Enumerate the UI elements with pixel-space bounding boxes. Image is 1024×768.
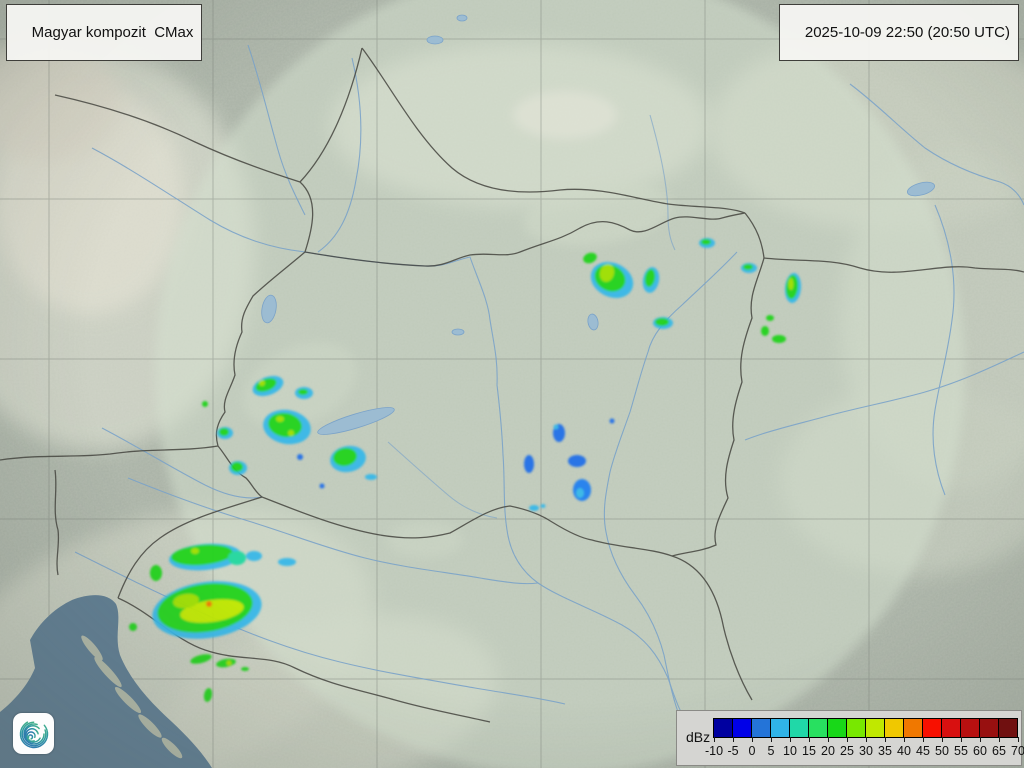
legend-tick-mark [999,737,1000,742]
legend-color-cell [790,719,809,737]
legend-tick-label: 70 [1011,744,1024,758]
legend-color-cell [771,719,790,737]
legend-tick-label: 65 [992,744,1006,758]
legend-color-cell [904,719,923,737]
legend-color-cell [923,719,942,737]
reflectivity-legend: dBz -10 -5 0 5 10 15 20 25 30 35 40 45 50 55 60 65 70 [676,710,1024,766]
legend-tick-label: 0 [748,744,756,758]
legend-tick-mark [961,737,962,742]
legend-tick-mark [904,737,905,742]
legend-color-cell [980,719,999,737]
product-title-box: Magyar kompozit CMax [6,4,203,61]
legend-tick-mark [885,737,886,742]
weather-service-logo [13,713,54,754]
legend-tick-label: 45 [916,744,930,758]
legend-color-cell [714,719,733,737]
legend-color-cell [828,719,847,737]
legend-tick-label: 30 [859,744,873,758]
legend-color-cell [752,719,771,737]
legend-tick-label: 60 [973,744,987,758]
legend-tick-label: 15 [802,744,816,758]
legend-color-cell [847,719,866,737]
legend-colorbar [713,718,1018,738]
legend-tick-mark [752,737,753,742]
legend-color-cell [999,719,1017,737]
legend-tick-label: 5 [767,744,775,758]
legend-ticks: -10 -5 0 5 10 15 20 25 30 35 40 45 50 55 60 65 70 [705,737,1024,761]
legend-tick-label: 20 [821,744,835,758]
legend-color-cell [961,719,980,737]
legend-color-cell [866,719,885,737]
legend-tick-mark [847,737,848,742]
legend-color-cell [885,719,904,737]
legend-tick-label: -5 [727,744,739,758]
legend-tick-mark [733,737,734,742]
legend-color-cell [809,719,828,737]
legend-tick-label: 55 [954,744,968,758]
legend-tick-mark [714,737,715,742]
legend-tick-label: 35 [878,744,892,758]
legend-tick-label: 10 [783,744,797,758]
legend-color-cell [733,719,752,737]
legend-tick-mark [809,737,810,742]
legend-tick-mark [923,737,924,742]
legend-tick-mark [790,737,791,742]
legend-tick-mark [771,737,772,742]
legend-tick-mark [942,737,943,742]
timestamp: 2025-10-09 22:50 (20:50 UTC) [804,24,1010,41]
legend-tick-mark [1018,737,1019,742]
legend-tick-mark [980,737,981,742]
product-title: Magyar kompozit CMax [31,24,194,41]
legend-tick-mark [828,737,829,742]
legend-tick-label: -10 [704,744,724,758]
legend-color-cell [942,719,961,737]
legend-tick-label: 40 [897,744,911,758]
legend-tick-label: 25 [840,744,854,758]
timestamp-box: 2025-10-09 22:50 (20:50 UTC) [779,4,1019,61]
legend-tick-label: 50 [935,744,949,758]
swirl-logo-icon [19,719,48,748]
legend-tick-mark [866,737,867,742]
legend-unit-label: dBz [686,729,711,745]
